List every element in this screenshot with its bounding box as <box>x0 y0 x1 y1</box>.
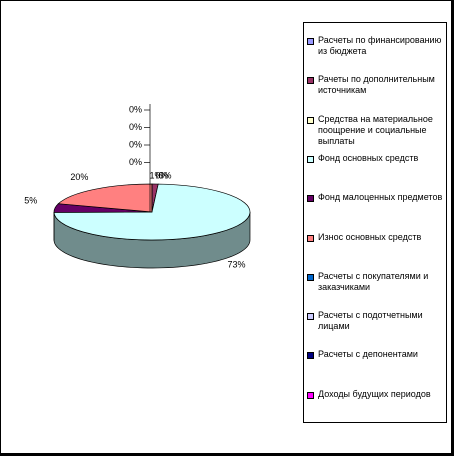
legend-label: Износ основных средств <box>318 231 422 242</box>
legend-label: Рачеты по дополнительным источникам <box>318 74 435 96</box>
legend-entry: Расчеты по финансированию из бюджета <box>307 35 443 57</box>
legend-entry: Средства на материальное поощрение и соц… <box>307 114 443 147</box>
legend-swatch <box>307 352 314 360</box>
legend-swatch <box>307 77 314 85</box>
legend-entry: Износ основных средств <box>307 232 443 243</box>
data-label: 0% <box>129 104 142 114</box>
data-label: 0% <box>155 170 168 180</box>
legend-entry: Фонд основных средств <box>307 153 443 164</box>
legend-entry: Расчеты с депонентами <box>307 349 443 360</box>
legend-swatch <box>307 155 314 163</box>
data-label: 0% <box>129 122 142 132</box>
legend-entry: Доходы будущих периодов <box>307 389 443 400</box>
slice <box>57 183 153 213</box>
legend-label: Доходы будущих периодов <box>318 388 431 399</box>
data-label: 0% <box>129 157 142 167</box>
legend-label: Средства на материальное поощрение и соц… <box>318 113 433 146</box>
legend-swatch <box>307 195 314 203</box>
legend-swatch <box>307 391 314 399</box>
legend-swatch <box>307 116 314 124</box>
legend-entry: Рачеты по дополнительным источникам <box>307 74 443 96</box>
legend-swatch <box>307 38 314 45</box>
legend-entry: Расчеты с покупателями и заказчиками <box>307 271 443 293</box>
legend-swatch <box>307 313 314 321</box>
legend-swatch <box>307 273 314 281</box>
legend-label: Фонд основных средств <box>318 152 419 163</box>
legend-entry: Фонд малоценных предметов <box>307 192 443 203</box>
data-label: 0% <box>158 170 171 180</box>
legend-label: Расчеты с подотчетными лицами <box>318 310 423 332</box>
data-label: 20% <box>70 172 88 182</box>
data-label: 73% <box>228 260 246 270</box>
legend-entry: Расчеты с подотчетными лицами <box>307 310 443 332</box>
data-label: 5% <box>24 195 37 205</box>
legend-swatch <box>307 234 314 242</box>
legend: Расчеты по финансированию из бюджета Раче… <box>303 22 447 423</box>
legend-label: Фонд малоценных предметов <box>318 192 443 203</box>
legend-label: Расчеты с покупателями и заказчиками <box>318 270 429 292</box>
legend-label: Расчеты по финансированию из бюджета <box>318 35 442 56</box>
data-label: 0% <box>129 139 142 149</box>
legend-label: Расчеты с депонентами <box>318 349 418 360</box>
data-label: 1% <box>149 170 162 180</box>
